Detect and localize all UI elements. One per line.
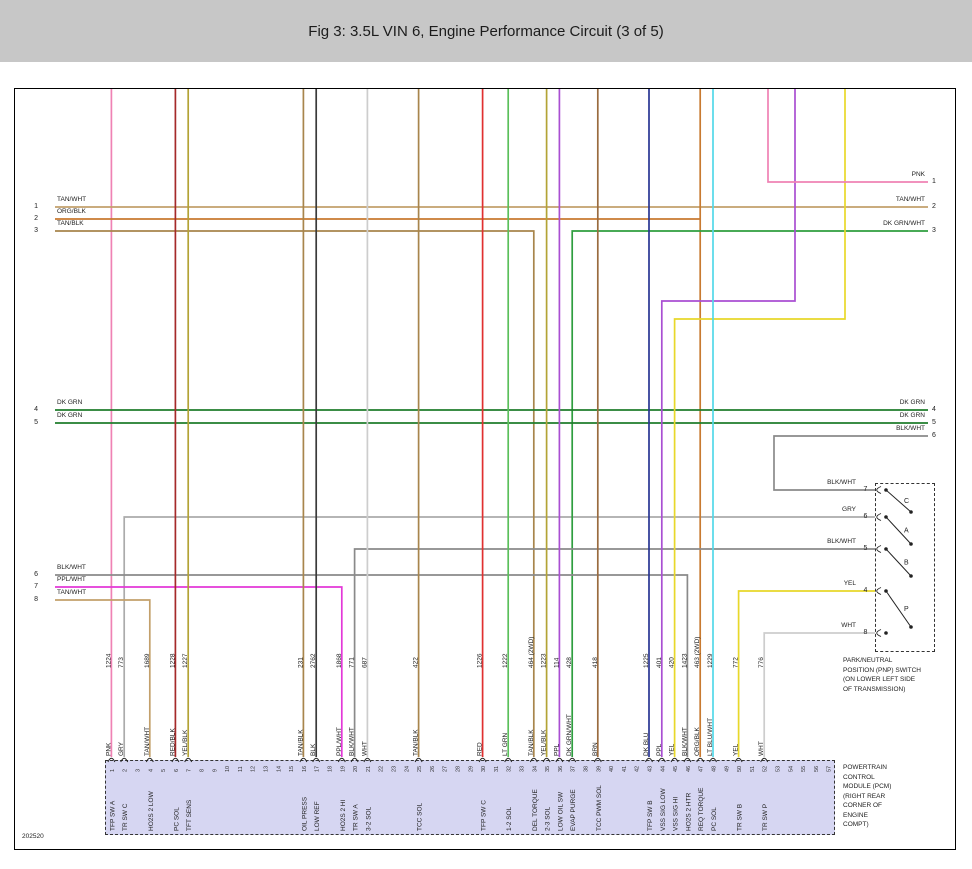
left-edge-wire-label: DK GRN [57,412,83,419]
pcm-caption-line: POWERTRAIN [843,764,887,771]
pcm-caption-line: MODULE (PCM) [843,783,892,790]
left-edge-pin-number: 4 [34,406,38,413]
left-edge-wire-label: TAN/WHT [57,589,87,596]
left-edge-wire-label: TAN/WHT [57,196,87,203]
right-edge-pin-number: 1 [932,178,936,185]
left-edge-pin-number: 3 [34,227,38,234]
pnp-switch-box [875,483,935,652]
pnp-wire-label: GRY [842,506,856,513]
left-edge-pin-number: 2 [34,215,38,222]
pcm-caption-line: CONTROL [843,773,875,781]
pnp-wire-label: YEL [843,580,856,587]
pnp-wire-label: BLK/WHT [827,538,856,545]
pcm-caption-line: COMPT) [843,821,869,828]
pnp-switch-caption-line: (ON LOWER LEFT SIDE [843,676,916,683]
left-edge-pin-number: 8 [34,596,38,603]
figure-title: Fig 3: 3.5L VIN 6, Engine Performance Ci… [308,22,664,40]
diagram-frame [14,88,956,850]
pcm-caption-line: ENGINE [843,811,868,819]
pnp-pin-number: 4 [863,587,868,594]
left-edge-wire-label: ORG/BLK [57,208,86,215]
pnp-wire-label: WHT [841,622,856,629]
left-edge-wire-label: PPL/WHT [57,576,86,583]
left-edge-pin-number: 7 [34,583,38,590]
pnp-switch-caption-line: OF TRANSMISSION) [843,685,906,693]
figure-title-bar: Fig 3: 3.5L VIN 6, Engine Performance Ci… [0,0,972,62]
right-edge-pin-number: 4 [932,406,936,413]
pnp-switch-caption-line: PARK/NEUTRAL [843,657,893,664]
pcm-caption-line: CORNER OF [843,802,882,809]
right-edge-pin-number: 5 [932,419,936,426]
pnp-wire-label: BLK/WHT [827,479,856,486]
pnp-switch-caption-line: POSITION (PNP) SWITCH [843,666,921,674]
pnp-pin-number: 8 [863,629,868,636]
right-edge-wire-label: BLK/WHT [896,425,925,432]
pnp-pin-number: 7 [863,486,868,493]
pnp-pin-number: 6 [863,513,868,520]
pnp-pin-number: 5 [863,545,868,552]
left-edge-wire-label: DK GRN [57,399,83,406]
pcm-connector-box [105,760,835,835]
left-edge-wire-label: BLK/WHT [57,564,86,571]
pcm-caption-line: (RIGHT REAR [843,792,886,800]
right-edge-pin-number: 2 [932,203,936,210]
right-edge-wire-label: TAN/WHT [895,196,925,203]
right-edge-wire-label: DK GRN [899,399,925,406]
figure-number: 202520 [22,833,44,840]
left-edge-wire-label: TAN/BLK [57,220,84,227]
right-edge-wire-label: DK GRN [899,412,925,419]
right-edge-wire-label: PNK [911,171,925,178]
left-edge-pin-number: 5 [34,419,38,426]
right-edge-pin-number: 6 [932,432,936,439]
left-edge-pin-number: 1 [34,203,38,210]
right-edge-pin-number: 3 [932,227,936,234]
right-edge-wire-label: DK GRN/WHT [883,220,925,227]
left-edge-pin-number: 6 [34,571,38,578]
